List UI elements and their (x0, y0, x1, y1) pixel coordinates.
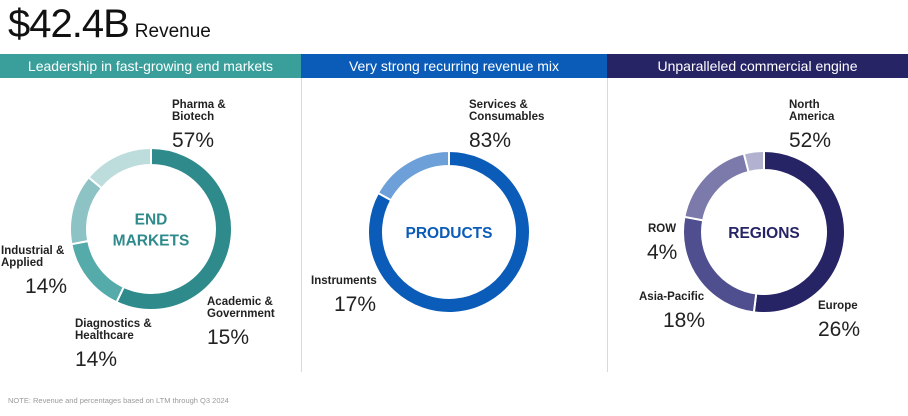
slice-percent-label: 17% (334, 293, 376, 316)
donut-slice (115, 146, 233, 311)
slice-percent-label: 83% (469, 129, 511, 152)
slice-name-line: Government (207, 308, 275, 320)
band-products: Very strong recurring revenue mix (301, 54, 607, 78)
slice-name-line: Diagnostics & (75, 318, 152, 330)
slice-name-label: Instruments (311, 275, 377, 287)
donut-slice (70, 239, 126, 304)
slice-name-line: ROW (648, 223, 676, 235)
slice-name-label: Services & Consumables (469, 99, 544, 123)
slice-name-line: Academic & (207, 296, 273, 308)
revenue-label: Revenue (134, 21, 211, 42)
slice-percent-label: 14% (75, 348, 117, 371)
panel-divider-1 (301, 78, 302, 372)
donut-slice (367, 149, 531, 314)
slice-name-label: North America (789, 99, 835, 123)
slice-name-line: Asia-Pacific (639, 291, 705, 303)
donut-chart-2: North America 52% Europe 26% Asia-Pacific 18% R… (639, 99, 860, 341)
center-label: MARKETS (113, 233, 190, 250)
slice-name-label: Europe (818, 300, 858, 312)
slice-name-line: Consumables (469, 111, 544, 123)
revenue-value: $42.4B (8, 2, 130, 46)
center-label: END (135, 212, 168, 229)
donut-slice (69, 175, 104, 246)
donut-slice (742, 149, 765, 174)
slice-percent-label: 18% (663, 309, 705, 332)
slice-name-label: Asia-Pacific (639, 291, 705, 303)
band-end-markets: Leadership in fast-growing end markets (0, 54, 301, 78)
slice-percent-label: 4% (647, 241, 677, 264)
slice-name-label: Diagnostics & Healthcare (75, 318, 152, 342)
donut-slice (87, 146, 152, 190)
slice-name-line: Applied (1, 257, 43, 269)
slice-name-line: Healthcare (75, 330, 134, 342)
slice-percent-label: 15% (207, 326, 249, 349)
slice-name-line: Europe (818, 300, 858, 312)
donut-chart-1: Services & Consumables 83% Instruments 17% PR… (311, 99, 544, 316)
slice-name-label: Academic & Government (207, 296, 275, 320)
band-regions: Unparalleled commercial engine (607, 54, 908, 78)
donut-chart-0: Pharma & Biotech 57% Academic & Government 15… (1, 99, 275, 371)
slice-percent-label: 14% (25, 275, 67, 298)
slice-name-label: ROW (648, 223, 676, 235)
donut-slice (683, 152, 750, 222)
slice-name-line: North (789, 99, 820, 111)
panel-divider-2 (607, 78, 608, 372)
slice-name-line: Pharma & (172, 99, 226, 111)
slice-name-label: Pharma & Biotech (172, 99, 226, 123)
footnote: NOTE: Revenue and percentages based on L… (8, 396, 229, 405)
headline: $42.4B Revenue (8, 2, 211, 47)
slice-name-line: Services & (469, 99, 528, 111)
slice-name-line: Industrial & (1, 245, 64, 257)
slice-name-line: Biotech (172, 111, 214, 123)
donut-slice (752, 149, 846, 314)
center-label: PRODUCTS (406, 225, 493, 242)
slice-percent-label: 52% (789, 129, 831, 152)
slice-percent-label: 26% (818, 318, 860, 341)
donut-slice (376, 149, 450, 202)
slice-name-label: Industrial & Applied (1, 245, 64, 269)
slice-name-line: Instruments (311, 275, 377, 287)
slice-percent-label: 57% (172, 129, 214, 152)
center-label: REGIONS (728, 225, 799, 242)
slice-name-line: America (789, 111, 835, 123)
